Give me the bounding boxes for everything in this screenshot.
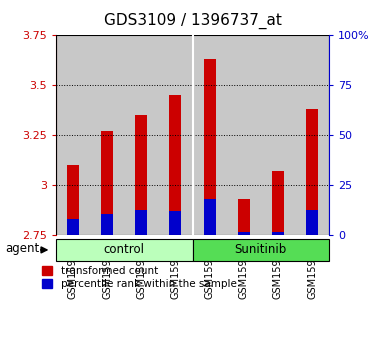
Bar: [238, 233, 250, 235]
Bar: [306, 109, 318, 235]
Bar: [272, 171, 284, 235]
Bar: [124, 35, 158, 235]
Bar: [192, 239, 329, 261]
Bar: [101, 215, 113, 235]
Bar: [158, 35, 192, 235]
Bar: [101, 131, 113, 235]
Bar: [67, 219, 79, 235]
Bar: [135, 210, 147, 235]
Bar: [135, 115, 147, 235]
Bar: [56, 239, 192, 261]
Bar: [169, 95, 181, 235]
Text: control: control: [104, 244, 145, 256]
Bar: [238, 199, 250, 235]
Bar: [192, 35, 227, 235]
Bar: [227, 35, 261, 235]
Bar: [272, 233, 284, 235]
Bar: [204, 59, 216, 235]
Text: GDS3109 / 1396737_at: GDS3109 / 1396737_at: [104, 12, 281, 29]
Bar: [204, 199, 216, 235]
Bar: [90, 35, 124, 235]
Text: agent: agent: [5, 242, 40, 255]
Bar: [261, 35, 295, 235]
Bar: [295, 35, 329, 235]
Text: Sunitinib: Sunitinib: [235, 244, 287, 256]
Bar: [169, 211, 181, 235]
Legend: transformed count, percentile rank within the sample: transformed count, percentile rank withi…: [42, 266, 236, 289]
Bar: [67, 165, 79, 235]
Bar: [56, 35, 90, 235]
Bar: [306, 210, 318, 235]
